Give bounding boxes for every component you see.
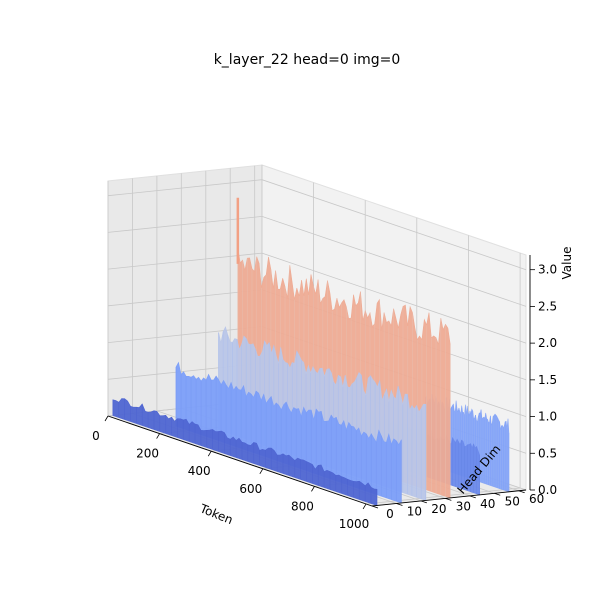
y-tick-mark — [420, 500, 428, 504]
x-tick-label: 1000 — [339, 517, 370, 531]
y-axis-line — [371, 489, 527, 507]
y-tick-mark — [371, 505, 379, 509]
z-tick-label: 2.0 — [538, 336, 557, 350]
surface-bands — [112, 197, 510, 506]
z-tick-label: 1.0 — [538, 410, 557, 424]
z-axis-label: Value — [560, 247, 574, 280]
z-tick-label: 2.5 — [538, 299, 557, 313]
x-tick-mark — [311, 486, 315, 492]
x-tick-mark — [156, 433, 160, 439]
y-tick-label: 40 — [480, 497, 495, 511]
x-tick-label: 600 — [239, 482, 262, 496]
x-axis-label: Token — [197, 501, 235, 527]
x-tick-label: 800 — [291, 499, 314, 513]
x-tick-label: 400 — [188, 464, 211, 478]
y-tick-label: 20 — [431, 502, 446, 516]
x-tick-mark — [207, 450, 212, 457]
y-tick-mark — [469, 495, 476, 499]
y-tick-mark — [494, 492, 501, 496]
x-tick-label: 200 — [136, 447, 159, 461]
x-tick-mark — [362, 503, 367, 510]
surface-band-2 — [112, 398, 378, 506]
y-tick-label: 60 — [529, 492, 544, 506]
axis-lines — [107, 255, 531, 507]
z-tick-label: 1.5 — [538, 373, 557, 387]
chart-title: k_layer_22 head=0 img=0 — [214, 52, 401, 68]
grid-z-6 — [107, 179, 527, 271]
y-tick-mark — [396, 503, 403, 506]
tick-labels: 0 200 400 600 800 1000 0 10 20 30 40 50 600.0 0.5 1.0 1… — [92, 263, 557, 531]
y-tick-label: 30 — [456, 499, 471, 513]
surface-band-12 — [175, 361, 402, 504]
z-tick-label: 0.5 — [538, 446, 557, 460]
y-tick-mark — [518, 490, 525, 494]
y-tick-label: 50 — [505, 494, 520, 508]
z-tick-label: 0.0 — [538, 483, 557, 497]
y-tick-label: 10 — [407, 504, 422, 518]
z-tick-label: 3.0 — [538, 263, 557, 277]
x-tick-mark — [104, 415, 109, 422]
y-tick-label: 0 — [386, 507, 394, 521]
grid-z-5 — [107, 215, 527, 307]
y-tick-mark — [445, 498, 452, 501]
x-tick-label: 0 — [92, 429, 100, 443]
x-tick-mark — [259, 468, 264, 474]
grid-z-4 — [107, 252, 527, 344]
x-axis-line — [107, 415, 373, 507]
